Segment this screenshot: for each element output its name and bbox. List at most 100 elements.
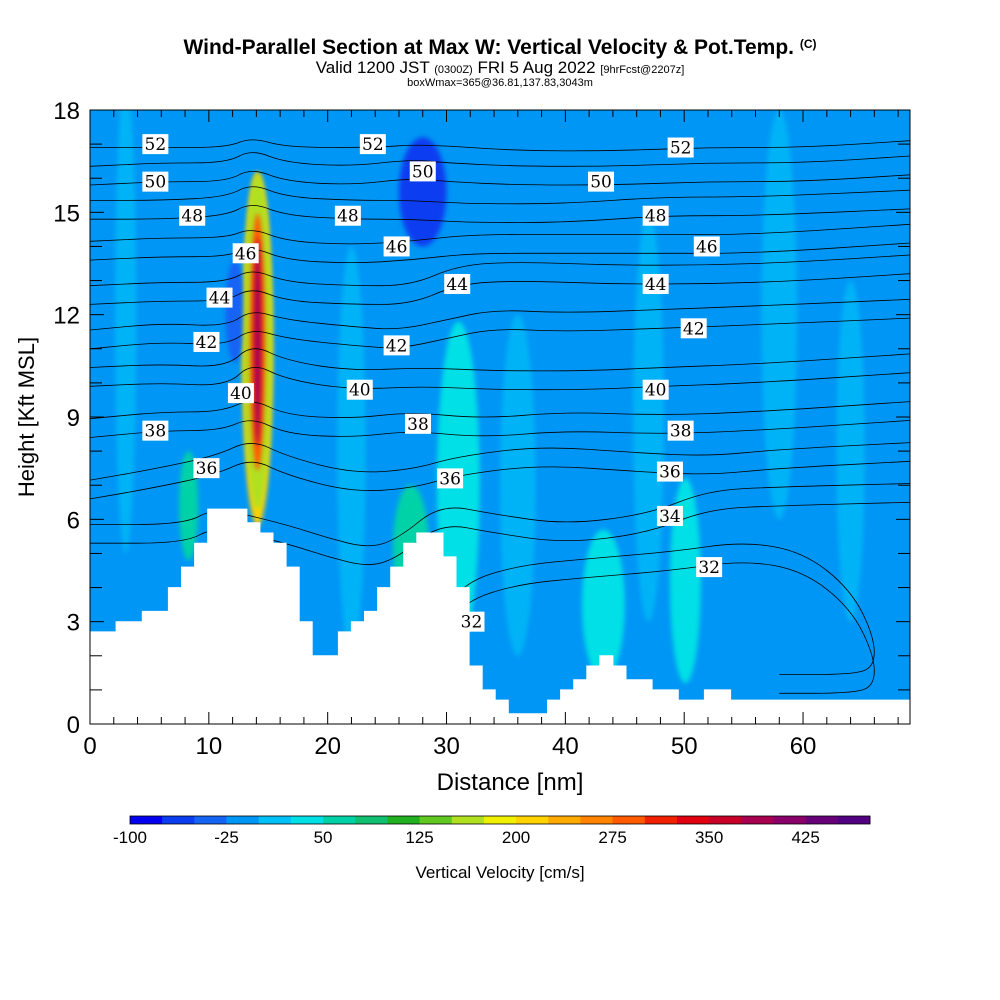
terrain xyxy=(89,508,911,725)
y-tick-label: 12 xyxy=(53,303,80,330)
valid-date: FRI 5 Aug 2022 xyxy=(477,58,596,77)
colorbar-tick-label: 200 xyxy=(502,828,530,847)
contour-label-text: 38 xyxy=(407,415,429,435)
velocity-streak xyxy=(337,246,366,656)
colorbar-swatch xyxy=(419,816,453,824)
colorbar-tick-label: 350 xyxy=(695,828,723,847)
contour-label-bg xyxy=(232,243,259,264)
contour-label-bg xyxy=(193,331,220,352)
contour-label-38: 38 xyxy=(667,420,694,442)
contour-label-text: 48 xyxy=(337,207,359,227)
contour-labels: 32 32 34 36 36 36 38 38 38 40 40 40 42 42 42 44 44 44 46 46… xyxy=(142,134,723,633)
contour-label-text: 44 xyxy=(446,275,468,295)
contour-label-text: 36 xyxy=(439,469,461,489)
contour-label-bg xyxy=(346,379,373,400)
colorbar-swatch xyxy=(451,816,485,824)
contour-label-text: 36 xyxy=(196,459,218,479)
contour-label-text: 36 xyxy=(659,463,681,483)
contour-label-text: 34 xyxy=(659,507,681,527)
contour-label-bg xyxy=(179,205,206,226)
x-tick-label: 50 xyxy=(671,733,698,760)
contour-label-42: 42 xyxy=(193,331,220,353)
colorbar-tick-label: 275 xyxy=(598,828,626,847)
velocity-streak xyxy=(761,110,798,520)
colorbar-frame xyxy=(129,815,871,825)
contour-label-40: 40 xyxy=(642,379,669,401)
contour-label-44: 44 xyxy=(206,287,233,309)
contour-label-text: 32 xyxy=(698,558,720,578)
contour-label-bg xyxy=(444,273,471,294)
contour-label-42: 42 xyxy=(383,335,410,356)
theta-contour-minor xyxy=(90,186,910,205)
colorbar-swatch xyxy=(741,816,774,824)
velocity-streak xyxy=(836,280,865,622)
theta-contour-minor xyxy=(90,442,910,481)
chart-title: Wind-Parallel Section at Max W: Vertical… xyxy=(0,36,1000,60)
contour-label-48: 48 xyxy=(179,205,206,227)
contour-label-bg xyxy=(667,137,694,158)
theta-contour-minor xyxy=(90,152,910,167)
contour-label-42: 42 xyxy=(680,318,707,339)
contour-label-text: 38 xyxy=(670,422,692,442)
colorbar-swatch xyxy=(676,816,710,824)
axis-ticks xyxy=(89,109,910,725)
velocity-region xyxy=(669,478,701,684)
forecast-info: [9hrFcst@2207z] xyxy=(600,64,685,76)
x-tick-label: 40 xyxy=(552,733,579,760)
contour-label-40: 40 xyxy=(346,379,373,401)
theta-contour-50 xyxy=(90,171,910,186)
colorbar: -100 -25 50 125 200 275 350 425 xyxy=(113,815,871,847)
colorbar-tick-label: -100 xyxy=(113,828,147,847)
x-tick-label: 30 xyxy=(433,733,460,760)
contour-label-text: 50 xyxy=(590,173,612,193)
y-tick-label: 6 xyxy=(67,507,80,534)
contour-label-bg xyxy=(642,273,669,294)
y-tick-label: 9 xyxy=(67,405,80,432)
colorbar-tick-label: 125 xyxy=(405,828,433,847)
velocity-region xyxy=(179,451,199,561)
velocity-region xyxy=(312,519,332,656)
contour-label-44: 44 xyxy=(444,273,471,295)
theta-contour-36 xyxy=(90,460,910,500)
theta-contour-minor xyxy=(90,223,910,245)
chart-title-text: Wind-Parallel Section at Max W: Vertical… xyxy=(183,36,794,59)
contour-label-46: 46 xyxy=(693,236,720,257)
velocity-streak xyxy=(633,212,664,622)
colorbar-swatch xyxy=(194,816,228,824)
contour-label-48: 48 xyxy=(642,205,669,227)
colorbar-swatch xyxy=(290,816,324,824)
y-tick-label: 3 xyxy=(67,610,80,637)
velocity-region xyxy=(398,137,447,247)
contour-label-bg xyxy=(383,236,410,257)
contour-label-text: 44 xyxy=(645,275,667,295)
contour-label-bg xyxy=(588,171,615,192)
contour-label-bg xyxy=(227,383,254,404)
contour-label-36: 36 xyxy=(193,458,220,479)
colorbar-swatch xyxy=(130,816,163,824)
contour-label-text: 52 xyxy=(362,135,384,155)
contour-label-bg xyxy=(656,505,683,526)
colorbar-swatch xyxy=(548,816,581,824)
y-tick-label: 0 xyxy=(67,712,80,739)
colorbar-swatch xyxy=(483,816,517,824)
contour-label-text: 32 xyxy=(461,613,483,633)
contour-label-36: 36 xyxy=(656,461,683,483)
contour-label-text: 46 xyxy=(235,244,257,264)
theta-contour-minor xyxy=(90,298,910,331)
colorbar-swatch xyxy=(355,816,388,824)
contour-label-38: 38 xyxy=(405,413,431,435)
x-tick-label: 0 xyxy=(83,733,96,760)
contour-label-34: 34 xyxy=(656,505,683,527)
colorbar-swatch xyxy=(837,816,871,824)
theta-contour-38 xyxy=(90,420,910,438)
contour-label-text: 52 xyxy=(670,139,692,159)
contour-label-46: 46 xyxy=(383,236,410,257)
colorbar-swatch xyxy=(580,816,614,824)
contour-label-36: 36 xyxy=(437,468,464,489)
contour-label-bg xyxy=(142,171,169,192)
y-axis-label: Height [Kft MSL] xyxy=(14,337,39,497)
contour-label-text: 40 xyxy=(349,381,371,401)
contour-label-50: 50 xyxy=(588,171,615,193)
contour-label-bg xyxy=(409,161,436,182)
